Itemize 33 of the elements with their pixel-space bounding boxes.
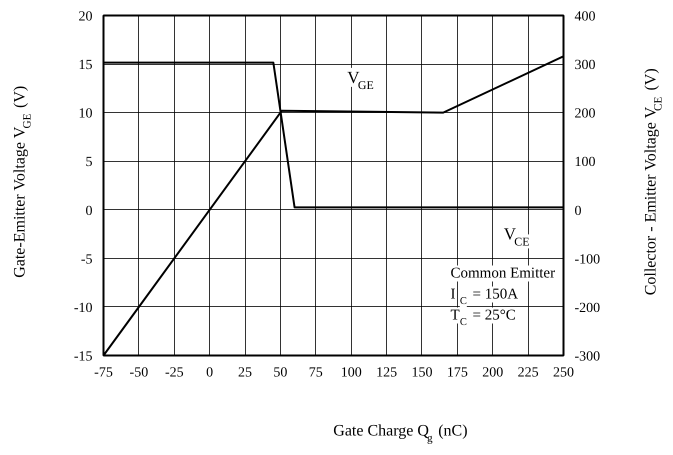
x-tick-label: 200 [482,366,504,380]
y2-tick-label: 400 [574,10,596,24]
y-tick-label: -10 [74,300,93,316]
x-tick-label: 125 [376,366,398,380]
y-tick-label: 10 [78,106,92,122]
y2-tick-label: 100 [574,155,596,170]
y-tick-label: -15 [74,350,93,364]
y2-tick-label: -300 [574,350,600,364]
x-tick-label: -75 [94,366,113,380]
y2-tick-label: -100 [574,252,600,268]
y-tick-label: 20 [78,10,92,24]
x-tick-label: 150 [411,366,432,380]
x-tick-label: 50 [273,366,288,380]
y-tick-label: 0 [86,204,92,219]
y2-tick-label: 200 [574,106,596,122]
x-tick-label: 25 [238,366,252,380]
y2-tick-label: 300 [574,58,596,74]
x-tick-label: -50 [130,366,148,380]
y2-axis-title: Collector - Emitter Voltage VCE (V) [642,68,664,296]
y-tick-label: 5 [86,155,92,170]
annotation: Common Emitter [450,266,556,282]
x-tick-label: 75 [308,366,323,380]
x-tick-label: 250 [553,366,574,380]
x-tick-label: 100 [340,366,362,380]
y-axis-title: Gate-Emitter Voltage VGE (V) [12,86,34,278]
x-tick-label: 225 [518,366,539,380]
y2-tick-label: 0 [574,204,582,219]
y-tick-label: 15 [78,58,92,74]
x-tick-label: 175 [446,366,468,380]
x-tick-label: 0 [206,366,214,380]
y-tick-label: -5 [80,252,93,268]
x-tick-label: -25 [164,366,184,380]
y2-tick-label: -200 [574,300,600,316]
